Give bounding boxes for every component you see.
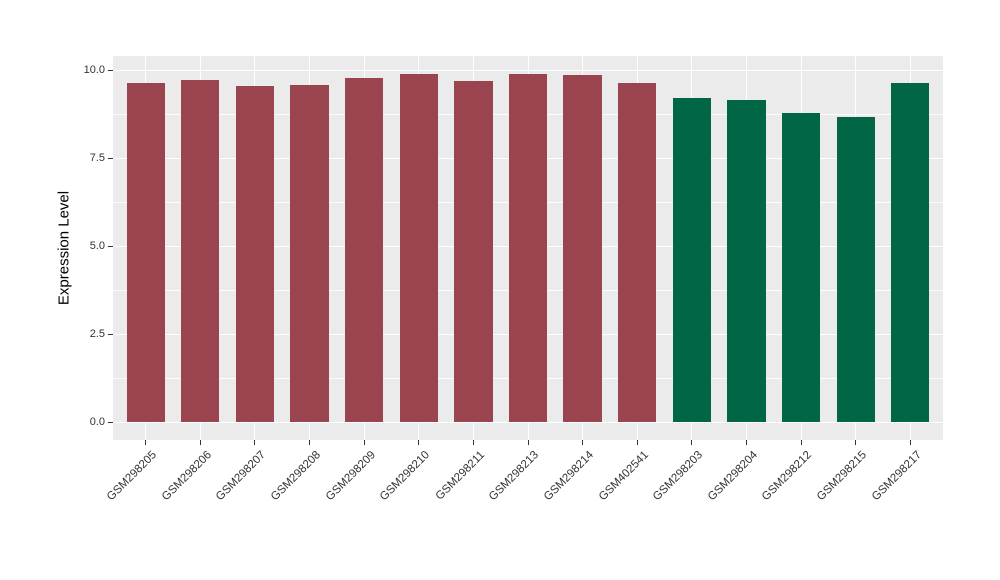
x-tick-label-text: GSM298207: [214, 449, 269, 504]
x-tick-mark: [800, 440, 802, 445]
y-tick-mark: [108, 422, 113, 423]
x-tick-mark: [582, 440, 584, 445]
y-tick-label: 5.0: [89, 240, 105, 252]
x-tick-label-text: GSM298214: [541, 449, 597, 504]
bar-GSM298208: [290, 85, 329, 422]
x-tick-mark: [909, 440, 911, 445]
bar-GSM298214: [563, 74, 602, 422]
y-tick-mark: [108, 70, 113, 71]
y-tick-mark: [108, 334, 113, 335]
y-tick-label: 2.5: [89, 328, 105, 340]
y-tick-label: 7.5: [89, 152, 105, 164]
x-tick-label-text: GSM298213: [487, 449, 542, 504]
x-tick-label-text: GSM298205: [105, 449, 160, 504]
bar-GSM402541: [618, 83, 657, 422]
x-tick-label-text: GSM298210: [378, 449, 433, 504]
x-tick-label-text: GSM402541: [596, 449, 651, 504]
bar-GSM298203: [672, 98, 711, 422]
bar-GSM298206: [181, 79, 220, 422]
x-tick-label-text: GSM298215: [814, 449, 870, 504]
x-tick-mark: [418, 440, 420, 445]
x-tick-mark: [199, 440, 201, 445]
bar-GSM298217: [891, 82, 930, 422]
y-tick-label: 0.0: [89, 416, 105, 428]
x-tick-mark: [855, 440, 857, 445]
x-tick-label-text: GSM298206: [159, 449, 214, 504]
x-tick-label-text: GSM298208: [268, 449, 324, 504]
bar-GSM298215: [836, 117, 875, 422]
x-tick-label-text: GSM298212: [760, 449, 815, 504]
bar-GSM298210: [399, 73, 438, 422]
bar-GSM298204: [727, 99, 766, 422]
y-tick-label: 10.0: [83, 64, 105, 76]
x-tick-mark: [745, 440, 747, 445]
x-tick-label-text: GSM298204: [705, 449, 760, 504]
x-tick-mark: [691, 440, 693, 445]
x-tick-label-text: GSM298211: [433, 449, 487, 503]
bar-GSM298209: [345, 77, 384, 422]
x-tick-label-text: GSM298203: [651, 449, 706, 504]
y-tick-mark: [108, 246, 113, 247]
x-tick-mark: [145, 440, 147, 445]
plot-panel: [113, 56, 943, 440]
x-tick-mark: [309, 440, 311, 445]
x-tick-mark: [472, 440, 474, 445]
x-tick-mark: [254, 440, 256, 445]
x-tick-label-text: GSM298217: [869, 449, 924, 504]
x-tick-label-text: GSM298209: [323, 449, 378, 504]
bar-GSM298211: [454, 80, 493, 422]
bar-GSM298212: [781, 112, 821, 422]
bar-GSM298205: [126, 82, 165, 422]
x-tick-mark: [363, 440, 365, 445]
bar-GSM298207: [235, 85, 275, 422]
x-tick-mark: [527, 440, 529, 445]
bar-GSM298213: [508, 74, 548, 422]
x-tick-mark: [636, 440, 638, 445]
y-tick-mark: [108, 158, 113, 159]
